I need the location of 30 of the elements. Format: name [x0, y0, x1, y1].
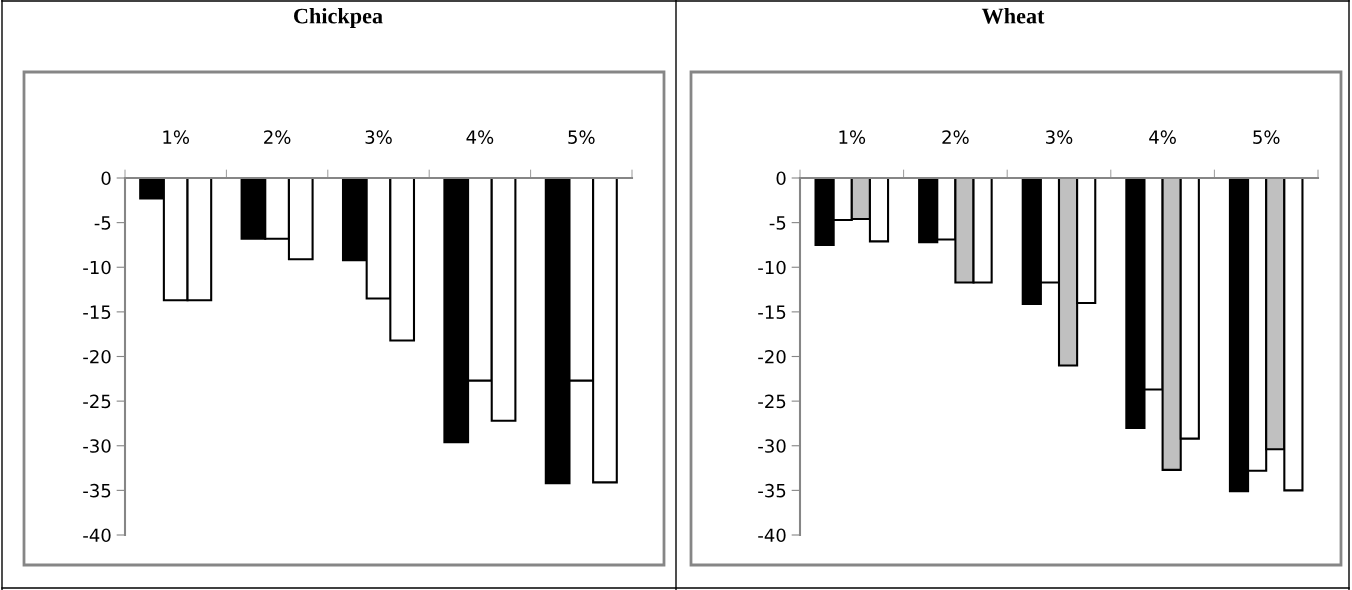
y-tick-label: -15 — [758, 305, 786, 319]
y-tick-label: -10 — [83, 260, 111, 275]
x-tick-label: 5% — [568, 130, 595, 144]
y-tick-label: 0 — [101, 171, 111, 186]
y-tick-label: -10 — [758, 260, 786, 275]
x-tick-label: 4% — [1149, 130, 1176, 144]
chart-title: Wheat — [981, 7, 1045, 24]
y-tick-label: -35 — [758, 483, 786, 498]
x-tick-label: 5% — [1253, 130, 1280, 144]
y-tick-label: 0 — [776, 171, 786, 186]
y-tick-label: -30 — [83, 439, 111, 453]
x-tick-label: 2% — [942, 130, 969, 144]
y-tick-label: -30 — [758, 439, 786, 453]
y-tick-label: -20 — [83, 349, 111, 364]
y-tick-label: -5 — [94, 216, 111, 230]
y-tick-label: -40 — [758, 528, 786, 543]
y-tick-label: -25 — [758, 394, 786, 409]
y-tick-label: -35 — [83, 483, 111, 498]
y-tick-label: -20 — [758, 349, 786, 364]
y-tick-label: -40 — [83, 528, 111, 543]
x-tick-label: 2% — [264, 130, 291, 144]
y-tick-label: -15 — [83, 305, 111, 319]
y-tick-label: -25 — [83, 394, 111, 409]
x-tick-label: 3% — [1046, 130, 1073, 144]
x-tick-label: 4% — [466, 130, 494, 144]
y-tick-label: -5 — [769, 216, 786, 230]
x-tick-label: 1% — [163, 130, 190, 144]
x-tick-label: 1% — [839, 130, 866, 144]
chart-title: Chickpea — [294, 7, 383, 29]
x-tick-label: 3% — [365, 130, 392, 144]
